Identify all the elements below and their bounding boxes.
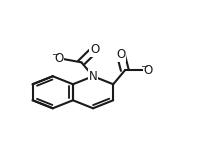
Text: O: O [54,52,64,65]
Text: −: − [140,62,148,71]
Text: O: O [144,64,153,77]
Text: O: O [116,48,126,61]
Text: O: O [90,43,99,56]
Text: −: − [51,49,59,58]
Text: N: N [89,70,97,83]
